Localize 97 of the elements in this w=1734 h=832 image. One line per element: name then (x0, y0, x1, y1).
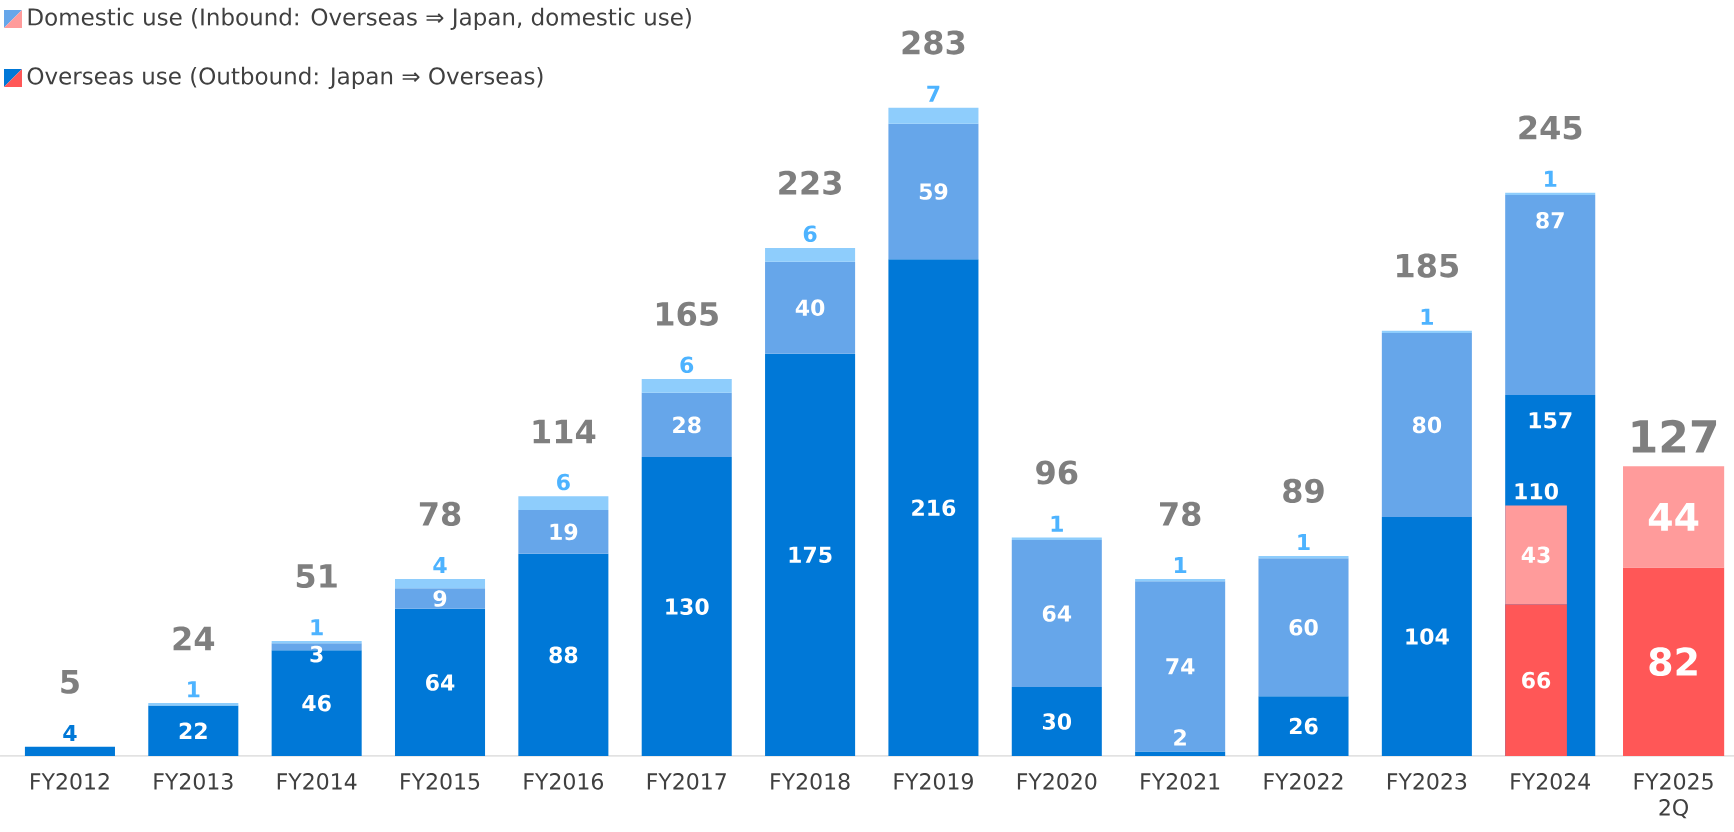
data-label: 130 (666, 598, 709, 615)
bar (518, 509, 609, 554)
data-label: 74 (1166, 658, 1195, 675)
data-label: 60 (1289, 618, 1318, 636)
data-label: 4 (63, 724, 77, 741)
bar (148, 705, 239, 756)
data-label: 1 (188, 681, 200, 698)
bar (1381, 516, 1472, 756)
data-label: 19 (550, 523, 578, 541)
bar (765, 353, 856, 756)
data-label: 104 (1406, 628, 1449, 645)
bar (394, 588, 486, 609)
data-label: 40 (795, 299, 825, 316)
total-label: 283 (902, 30, 965, 55)
data-label: 82 (1649, 647, 1697, 677)
x-tick-label: FY2017 (647, 773, 726, 790)
total-label: 51 (296, 564, 337, 589)
total-label: 89 (1283, 478, 1324, 503)
data-label: 1 (1298, 534, 1310, 551)
x-tick-label: FY2024 (1511, 773, 1591, 790)
data-label: 88 (549, 646, 578, 664)
x-tick-label: FY2013 (154, 773, 233, 790)
data-label: 44 (1648, 503, 1699, 531)
data-label: 80 (1412, 416, 1442, 434)
x-tick-label: FY2014 (277, 773, 357, 790)
bar (765, 261, 856, 354)
data-label: 26 (1289, 717, 1318, 735)
legend-label: Domestic use (Inbound: Overseas ⇒ Japan, domestic use) (28, 7, 691, 31)
bar (1258, 558, 1349, 697)
total-label: 78 (1160, 501, 1201, 526)
legend-label: Overseas use (Outbound: Japan ⇒ Overseas) (27, 66, 543, 90)
data-label: 87 (1536, 211, 1564, 229)
data-label: 64 (1042, 605, 1072, 622)
data-label: 6 (557, 473, 570, 491)
x-tick-label: FY2021 (1141, 773, 1220, 790)
total-label: 78 (419, 501, 461, 526)
data-label: 6 (803, 225, 817, 243)
total-label: 245 (1519, 115, 1582, 140)
x-tick-label: FY2018 (771, 773, 850, 790)
total-label: 165 (656, 301, 718, 326)
x-tick-label: FY2015 (401, 773, 480, 790)
bar (641, 392, 732, 458)
data-label: 216 (912, 499, 956, 517)
total-label: 185 (1397, 253, 1459, 278)
x-tick-label: FY2012 (31, 773, 109, 790)
bar (641, 378, 732, 393)
bar (518, 553, 609, 756)
x-tick-label: FY2025 2Q (1634, 773, 1713, 819)
bar (765, 247, 856, 262)
data-label: 22 (179, 722, 207, 739)
bar (394, 608, 486, 756)
total-label: 96 (1036, 460, 1078, 485)
bar (394, 578, 486, 589)
data-label: 3 (310, 645, 323, 663)
data-label: 1 (311, 619, 323, 636)
x-tick-label: FY2016 (524, 773, 604, 790)
data-label: 1 (1421, 308, 1433, 325)
data-label: 1 (1545, 170, 1557, 187)
bar (1381, 332, 1472, 517)
total-label: 114 (533, 419, 596, 444)
bar (1135, 751, 1226, 756)
data-label: 66 (1522, 671, 1551, 689)
data-label: 6 (680, 356, 694, 374)
bar (888, 123, 979, 260)
total-label: 223 (779, 170, 841, 195)
data-label: 7 (927, 85, 940, 102)
data-label: 30 (1042, 713, 1072, 730)
bar (641, 457, 732, 756)
bar (1505, 195, 1596, 396)
data-label: 59 (919, 183, 948, 200)
data-label: 43 (1521, 546, 1550, 564)
x-tick-label: FY2020 (1017, 773, 1097, 790)
data-label: 46 (302, 694, 331, 712)
data-label: 28 (673, 416, 701, 434)
data-label: 157 (1529, 412, 1572, 429)
bar (888, 107, 979, 124)
total-label: 127 (1632, 419, 1717, 453)
x-tick-label: FY2022 (1264, 773, 1343, 790)
data-label: 175 (789, 546, 832, 563)
total-label: 5 (61, 670, 79, 694)
bar (518, 496, 609, 510)
bar (1135, 581, 1226, 752)
x-tick-label: FY2023 (1387, 773, 1467, 790)
data-label: 9 (433, 590, 447, 607)
x-tick-label: FY2019 (894, 773, 973, 790)
data-label: 4 (433, 557, 447, 574)
data-label: 1 (1174, 557, 1187, 574)
bar (24, 746, 115, 756)
bar (1011, 539, 1102, 688)
bar (1258, 696, 1349, 756)
data-label: 2 (1174, 729, 1186, 746)
bar (1011, 687, 1102, 756)
bar (888, 259, 979, 756)
total-label: 24 (173, 626, 215, 651)
total-label: 110 (1515, 482, 1558, 500)
data-label: 64 (426, 674, 455, 691)
data-label: 1 (1051, 515, 1063, 532)
